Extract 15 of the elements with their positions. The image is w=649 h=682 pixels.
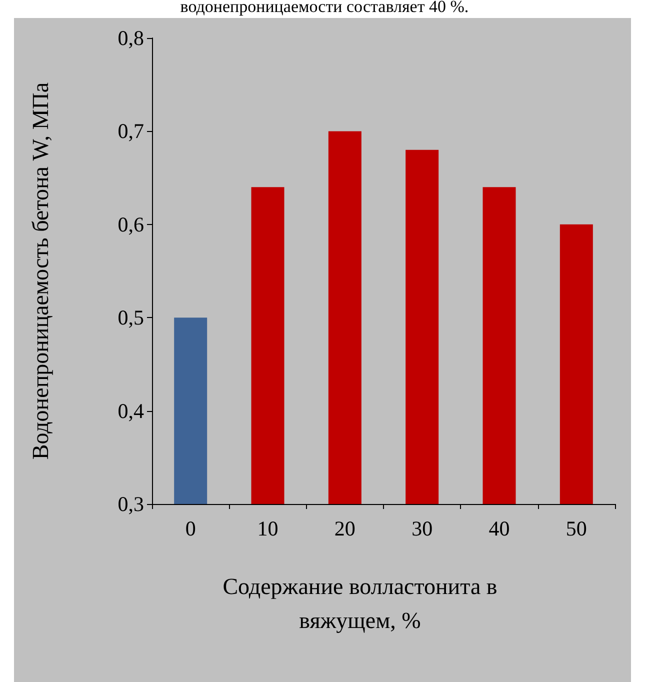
y-tick-label: 0,8 [118, 26, 144, 50]
y-tick-label: 0,7 [118, 119, 144, 144]
x-tick-label: 40 [488, 516, 510, 540]
y-axis-title: Водонепроницаемость бетона W, МПа [28, 82, 53, 460]
x-tick-label: 50 [566, 516, 587, 540]
x-tick-label: 20 [334, 516, 356, 540]
y-tick-label: 0,3 [118, 492, 144, 516]
x-axis-title: Содержание волластонита в вяжущем, % [222, 573, 498, 635]
text: водонепроницаемости составляет 40 %. [179, 0, 470, 17]
y-tick-label: 0,4 [118, 398, 144, 423]
x-tick-label: 10 [257, 516, 278, 540]
x-tick-label: 0 [185, 516, 196, 540]
x-tick-label: 30 [412, 516, 433, 540]
y-tick-label: 0,6 [118, 212, 144, 236]
y-tick-label: 0,5 [118, 306, 144, 330]
